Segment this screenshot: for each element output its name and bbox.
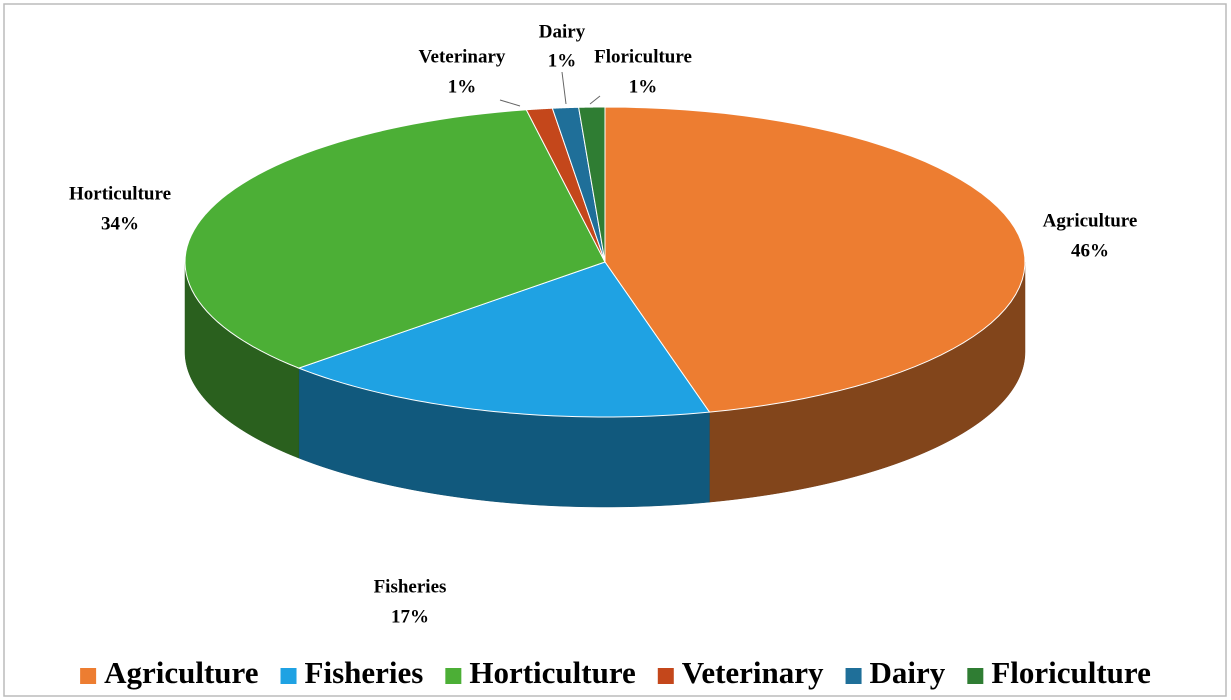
legend-swatch	[657, 668, 674, 684]
legend-label: Fisheries	[305, 655, 424, 690]
data-label-value: 46%	[1071, 240, 1109, 261]
data-label-name: Veterinary	[419, 46, 506, 67]
legend-label: Dairy	[870, 655, 946, 690]
legend-swatch	[445, 668, 462, 684]
pie-slice	[525, 107, 606, 263]
pie-slice	[297, 261, 711, 418]
leader-line	[561, 71, 567, 105]
data-label-name: Fisheries	[374, 576, 447, 597]
data-label-value: 1%	[548, 50, 577, 71]
pie-slice	[604, 106, 1026, 413]
data-label-value: 1%	[448, 76, 477, 97]
legend-swatch	[280, 668, 297, 684]
pie-slice	[184, 109, 606, 369]
data-label-value: 17%	[391, 606, 429, 627]
pie-tops	[184, 106, 1026, 418]
legend-label: Horticulture	[469, 655, 635, 690]
data-label-value: 1%	[629, 76, 658, 97]
legend-label: Veterinary	[682, 655, 824, 690]
data-labels: Agriculture 46% Fisheries 17% Horticulture 34…	[69, 21, 1137, 627]
legend: Agriculture Fisheries Horticulture Veterina…	[80, 655, 1151, 690]
legend-swatch	[80, 668, 97, 684]
data-label-value: 34%	[101, 213, 139, 234]
pie-slice	[578, 106, 606, 263]
leader-line	[499, 99, 521, 107]
pie-slice	[551, 106, 606, 263]
legend-swatch	[967, 668, 984, 684]
data-label-name: Agriculture	[1043, 210, 1138, 231]
data-label-name: Horticulture	[69, 183, 171, 204]
leader-line	[589, 95, 601, 105]
legend-label: Floriculture	[991, 655, 1151, 690]
legend-swatch	[845, 668, 862, 684]
legend-label: Agriculture	[104, 655, 258, 690]
data-label-name: Floriculture	[594, 46, 692, 67]
data-label-name: Dairy	[539, 21, 586, 42]
